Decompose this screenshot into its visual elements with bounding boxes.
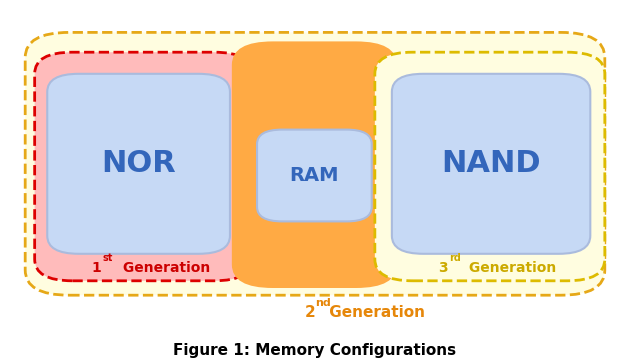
Text: Figure 1: Memory Configurations: Figure 1: Memory Configurations (173, 343, 457, 359)
FancyBboxPatch shape (392, 74, 590, 254)
FancyBboxPatch shape (232, 41, 397, 288)
Text: RAM: RAM (290, 166, 339, 185)
FancyBboxPatch shape (35, 52, 252, 281)
FancyBboxPatch shape (47, 74, 230, 254)
Text: 1: 1 (91, 261, 101, 275)
FancyBboxPatch shape (25, 32, 605, 295)
FancyBboxPatch shape (375, 52, 605, 281)
Text: NAND: NAND (442, 149, 541, 178)
FancyBboxPatch shape (257, 130, 372, 221)
Text: Generation: Generation (118, 261, 210, 275)
Text: st: st (103, 253, 113, 263)
Text: rd: rd (449, 253, 461, 263)
Text: nd: nd (315, 298, 331, 308)
Text: 2: 2 (304, 305, 315, 320)
Text: 3: 3 (438, 261, 447, 275)
Text: Generation: Generation (324, 305, 425, 320)
Text: Generation: Generation (464, 261, 556, 275)
Text: NOR: NOR (101, 149, 176, 178)
